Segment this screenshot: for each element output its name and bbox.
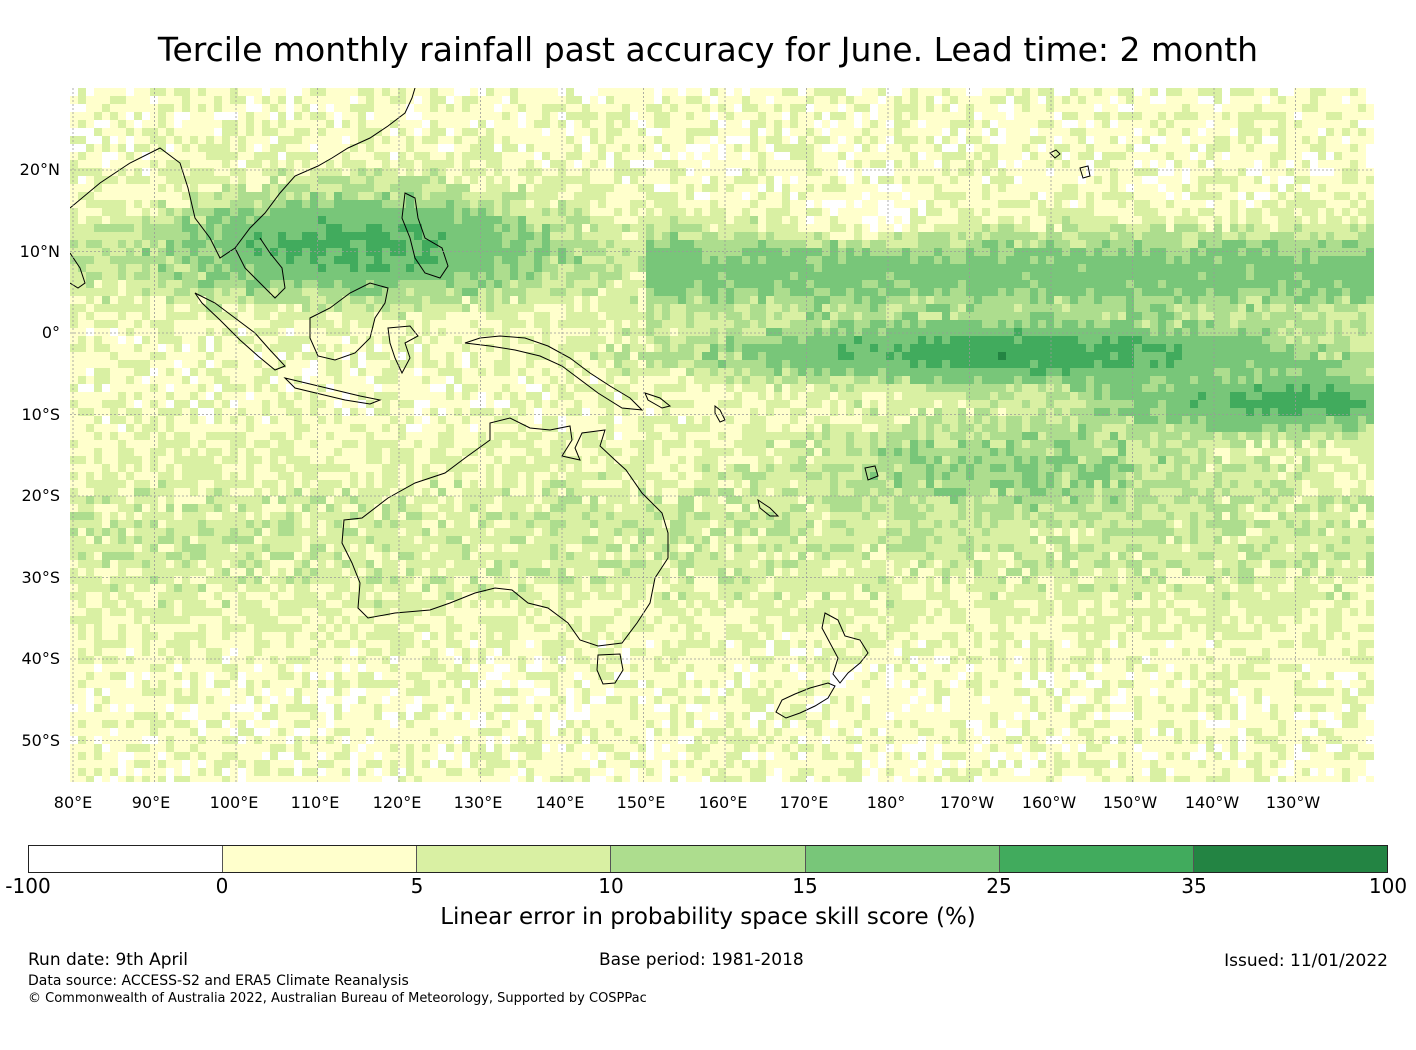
coastline-borneo xyxy=(309,282,389,361)
skill-heatmap xyxy=(70,88,1374,782)
map-title: Tercile monthly rainfall past accuracy f… xyxy=(157,30,1259,69)
data-source: Data source: ACCESS-S2 and ERA5 Climate … xyxy=(28,973,409,989)
colorbar-segment xyxy=(1193,846,1387,872)
colorbar-segment xyxy=(611,846,806,872)
coastline-indochina xyxy=(234,237,286,299)
colorbar-segment xyxy=(805,846,1000,872)
coastline-tasmania xyxy=(596,653,624,685)
lon-label-180: 180° xyxy=(866,793,906,812)
lon-label-160e: 160°E xyxy=(698,793,748,812)
colorbar-tick: 5 xyxy=(410,874,424,898)
coastline-india-tip xyxy=(70,252,86,289)
colorbar-tick: 0 xyxy=(215,874,229,898)
lon-label-150w: 150°W xyxy=(1102,793,1158,812)
coastlines xyxy=(70,88,1091,719)
coastline-philippines xyxy=(401,192,449,279)
skill-score-map xyxy=(70,88,1374,782)
lon-label-80e: 80°E xyxy=(53,793,93,812)
lon-label-160w: 160°W xyxy=(1021,793,1077,812)
colorbar-segment xyxy=(29,846,224,872)
coastline-solomons xyxy=(644,392,672,409)
colorbar-title: Linear error in probability space skill … xyxy=(440,904,976,930)
coastline-sumatra xyxy=(194,292,286,371)
lon-label-140e: 140°E xyxy=(535,793,585,812)
coastline-java xyxy=(283,377,382,405)
lat-label-20n: 20°N xyxy=(19,160,60,179)
coastline-new-zealand-south xyxy=(775,682,836,719)
lon-label-170e: 170°E xyxy=(779,793,829,812)
colorbar-tick: -100 xyxy=(5,874,51,898)
colorbar-tick: 10 xyxy=(598,874,624,898)
issued-date: Issued: 11/01/2022 xyxy=(1224,951,1388,971)
colorbar-tick: 25 xyxy=(986,874,1012,898)
colorbar-tick: 35 xyxy=(1181,874,1207,898)
lat-label-40s: 40°S xyxy=(21,649,60,668)
lon-label-140w: 140°W xyxy=(1184,793,1240,812)
lat-label-20s: 20°S xyxy=(21,486,60,505)
lat-label-10s: 10°S xyxy=(21,405,60,424)
colorbar-segment xyxy=(999,846,1194,872)
lon-label-170w: 170°W xyxy=(939,793,995,812)
lon-label-120e: 120°E xyxy=(372,793,422,812)
coastline-new-guinea xyxy=(464,335,644,411)
lat-label-10n: 10°N xyxy=(19,242,60,261)
lat-label-50s: 50°S xyxy=(21,731,60,750)
copyright: © Commonwealth of Australia 2022, Austra… xyxy=(28,991,647,1006)
colorbar xyxy=(28,845,1388,873)
colorbar-segment xyxy=(417,846,612,872)
map-canvas xyxy=(70,88,1374,782)
coastline-fiji xyxy=(864,465,879,481)
coastline-vanuatu xyxy=(714,404,726,423)
coastline-new-zealand-north xyxy=(821,612,869,684)
colorbar-tick: 15 xyxy=(792,874,818,898)
colorbar-tick: 100 xyxy=(1368,874,1408,898)
coastline-asia xyxy=(70,88,416,259)
base-period: Base period: 1981-2018 xyxy=(599,950,804,970)
lon-label-130e: 130°E xyxy=(453,793,503,812)
graticule xyxy=(70,88,1374,782)
coastline-hawaii xyxy=(1049,149,1091,179)
coastline-new-caledonia xyxy=(757,498,780,517)
lon-label-90e: 90°E xyxy=(131,793,171,812)
lat-label-0: 0° xyxy=(41,323,60,342)
coastline-australia xyxy=(341,417,669,647)
lon-label-110e: 110°E xyxy=(290,793,340,812)
coastline-sulawesi xyxy=(387,325,419,375)
lon-label-100e: 100°E xyxy=(209,793,259,812)
lon-label-130w: 130°W xyxy=(1265,793,1321,812)
lat-label-30s: 30°S xyxy=(21,568,60,587)
lon-label-150e: 150°E xyxy=(616,793,666,812)
colorbar-segment xyxy=(223,846,418,872)
run-date: Run date: 9th April xyxy=(28,950,188,970)
